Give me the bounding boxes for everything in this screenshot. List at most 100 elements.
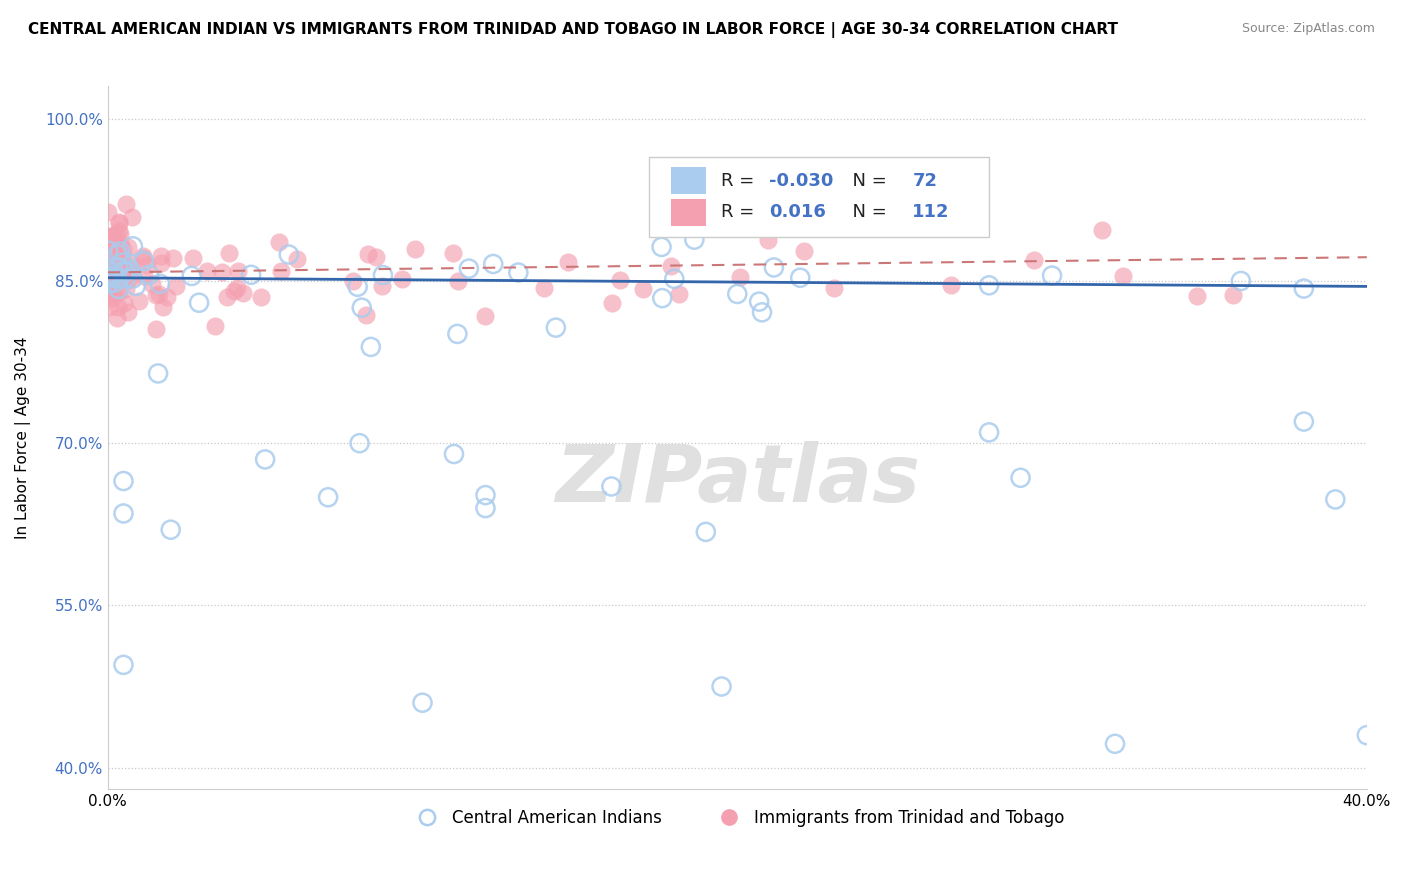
Point xyxy=(204,319,226,334)
Point xyxy=(285,252,308,267)
Text: R =: R = xyxy=(721,203,759,221)
Point xyxy=(107,249,129,263)
Point xyxy=(218,246,240,260)
Point xyxy=(371,268,394,282)
Point xyxy=(104,233,127,247)
Point xyxy=(112,243,135,257)
Point xyxy=(730,269,752,284)
Point xyxy=(97,270,120,285)
Point xyxy=(108,244,131,259)
Point xyxy=(98,247,121,261)
Point xyxy=(1292,282,1315,296)
Point xyxy=(105,248,128,262)
Point xyxy=(138,268,160,282)
Point xyxy=(112,507,135,521)
Point xyxy=(136,259,159,273)
FancyBboxPatch shape xyxy=(650,157,988,237)
Text: N =: N = xyxy=(841,171,891,189)
Point xyxy=(97,244,120,258)
Point xyxy=(107,271,129,285)
Point xyxy=(751,305,773,319)
Point xyxy=(112,256,135,270)
Point xyxy=(316,490,339,504)
Point xyxy=(149,256,172,270)
Point xyxy=(695,524,717,539)
Point xyxy=(112,296,135,310)
Point xyxy=(156,290,179,304)
Point xyxy=(98,231,121,245)
Point xyxy=(115,282,138,296)
Point xyxy=(105,227,128,241)
Point xyxy=(121,262,143,277)
Point xyxy=(371,279,394,293)
Point xyxy=(149,249,172,263)
Point xyxy=(104,253,127,268)
Point xyxy=(1324,492,1347,507)
Point xyxy=(342,274,364,288)
Point xyxy=(100,267,122,281)
Point xyxy=(188,295,211,310)
Point xyxy=(125,279,148,293)
Point xyxy=(98,261,121,276)
Point xyxy=(134,268,156,283)
Point xyxy=(105,244,128,259)
Point xyxy=(354,308,377,322)
Point xyxy=(360,340,382,354)
Point xyxy=(131,249,153,263)
Point xyxy=(98,266,121,280)
Point xyxy=(132,251,155,265)
Point xyxy=(823,281,845,295)
Point xyxy=(977,425,1000,440)
Point xyxy=(110,227,132,242)
Point xyxy=(232,285,254,300)
Point xyxy=(225,281,247,295)
Point xyxy=(557,255,579,269)
Point xyxy=(117,239,139,253)
Point xyxy=(101,270,124,285)
Point xyxy=(254,452,277,467)
Point xyxy=(97,247,120,261)
Point xyxy=(100,300,122,314)
Point xyxy=(474,310,496,324)
Point xyxy=(101,244,124,259)
Point xyxy=(152,300,174,314)
Point xyxy=(1230,274,1253,288)
Point xyxy=(121,270,143,285)
Point xyxy=(145,288,167,302)
Point xyxy=(544,320,567,334)
Point xyxy=(508,266,530,280)
Point xyxy=(162,251,184,265)
Text: 72: 72 xyxy=(912,171,938,189)
Point xyxy=(249,290,271,304)
Point xyxy=(108,215,131,229)
Point xyxy=(482,257,505,271)
Point xyxy=(533,281,555,295)
Point xyxy=(226,264,249,278)
Point xyxy=(364,250,387,264)
Text: N =: N = xyxy=(841,203,891,221)
Point xyxy=(1222,288,1244,302)
Point xyxy=(112,265,135,279)
Point xyxy=(1187,289,1209,303)
Point xyxy=(217,289,239,303)
Point xyxy=(101,229,124,244)
Point xyxy=(117,273,139,287)
Point xyxy=(789,270,811,285)
Point xyxy=(98,288,121,302)
Point xyxy=(122,239,145,253)
Point xyxy=(346,279,368,293)
Point xyxy=(195,264,218,278)
Point xyxy=(107,247,129,261)
Point xyxy=(1010,471,1032,485)
Point xyxy=(105,257,128,271)
Point xyxy=(1292,415,1315,429)
Point xyxy=(793,244,815,258)
Point xyxy=(121,271,143,285)
Point xyxy=(98,248,121,262)
Point xyxy=(108,223,131,237)
Point xyxy=(748,294,770,309)
Point xyxy=(181,251,204,265)
Point xyxy=(443,447,465,461)
Point xyxy=(111,256,134,270)
Point xyxy=(107,286,129,301)
